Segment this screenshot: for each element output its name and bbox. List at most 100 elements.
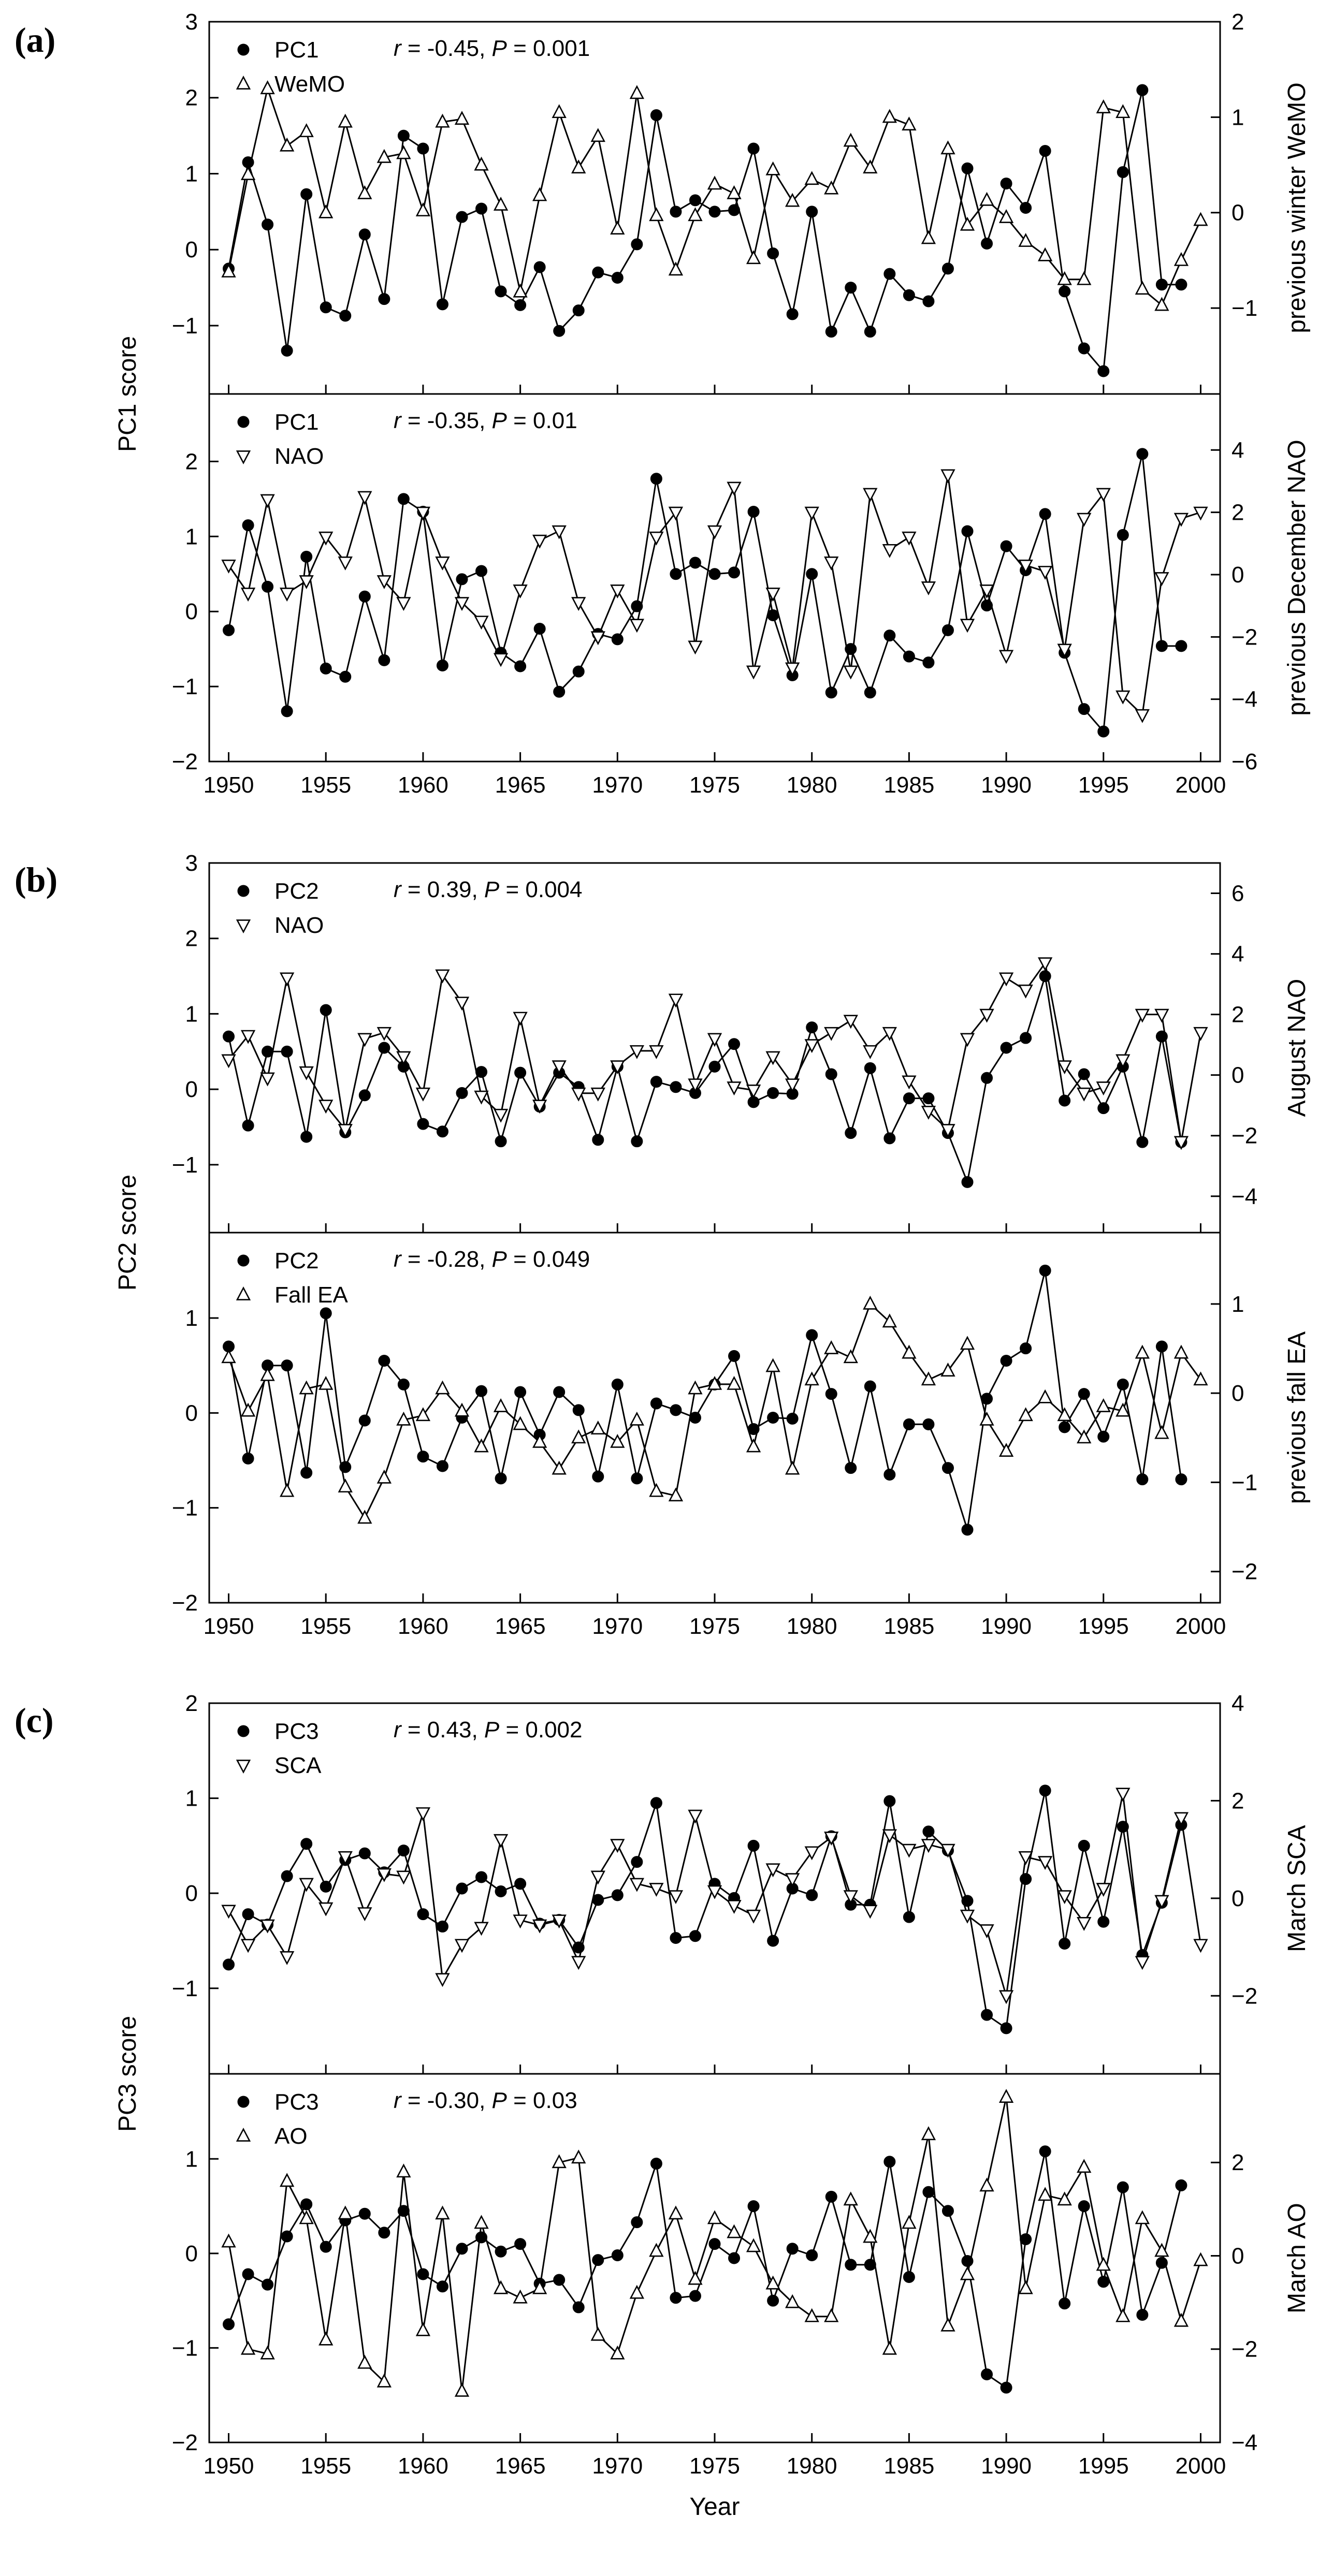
data-point (785, 1460, 800, 1475)
data-point (649, 1045, 664, 1059)
data-point (396, 1870, 411, 1885)
data-point (631, 1135, 643, 1148)
data-point (611, 2249, 624, 2262)
series-pc1 (223, 84, 1187, 377)
series-line (228, 1302, 1201, 1520)
data-point (1115, 1402, 1131, 1417)
data-point (825, 1388, 837, 1400)
data-point (1135, 281, 1150, 295)
series-nao (221, 957, 1208, 1150)
data-point (240, 1402, 256, 1417)
data-point (1155, 1340, 1168, 1353)
series-pc3 (223, 2145, 1187, 2394)
data-point (513, 283, 528, 298)
left-tick-label: 3 (185, 851, 198, 876)
data-point (1135, 1344, 1150, 1359)
data-point (1136, 448, 1149, 460)
series-fall-ea (221, 1295, 1208, 1524)
right-axis-title: previous fall EA (1283, 1331, 1311, 1504)
data-point (1097, 1915, 1110, 1928)
data-point (650, 109, 662, 121)
data-point (1115, 690, 1131, 705)
data-point (299, 1066, 314, 1080)
data-point (940, 469, 955, 484)
data-point (650, 2157, 662, 2170)
data-point (240, 166, 256, 180)
data-point (242, 1119, 254, 1132)
left-axis-title: PC3 score (114, 2016, 141, 2132)
data-point (378, 1355, 390, 1367)
series-wemo (221, 80, 1208, 311)
data-point (902, 116, 917, 131)
legend-marker (236, 2128, 251, 2142)
data-point (415, 2322, 431, 2336)
left-axis-title: PC2 score (114, 1175, 141, 1291)
data-point (1000, 1042, 1012, 1054)
data-point (727, 481, 742, 496)
data-point (221, 264, 236, 277)
data-point (629, 619, 644, 633)
data-point (668, 506, 684, 521)
data-point (281, 344, 293, 357)
data-point (495, 1472, 507, 1485)
data-point (1193, 212, 1208, 226)
x-tick-label: 1985 (883, 1614, 934, 1639)
data-point (961, 1524, 974, 1536)
data-point (1000, 540, 1012, 552)
right-tick-label: −4 (1231, 1184, 1257, 1209)
data-point (376, 1868, 392, 1882)
data-point (825, 326, 837, 338)
data-point (824, 1340, 839, 1354)
panel-6: −2 −1 0 1 −4 −2 0 2 1950 1955 1960 1965 1970 1975 1980… (172, 2073, 1311, 2521)
data-point (1136, 2309, 1149, 2321)
data-point (300, 188, 313, 200)
data-point (843, 133, 858, 147)
data-point (299, 575, 314, 590)
data-point (902, 2215, 917, 2229)
data-point (804, 1846, 819, 1861)
data-point (804, 506, 819, 521)
data-point (338, 1124, 353, 1138)
data-point (610, 1060, 625, 1075)
data-point (707, 525, 722, 539)
data-point (376, 575, 392, 590)
data-point (242, 1908, 254, 1921)
data-point (1155, 640, 1168, 652)
data-point (902, 531, 917, 546)
data-point (242, 519, 254, 532)
data-point (903, 289, 915, 301)
series-line (228, 85, 1201, 306)
right-tick-label: 0 (1231, 562, 1244, 588)
data-point (1077, 2159, 1092, 2173)
data-point (1059, 285, 1071, 298)
data-point (727, 185, 742, 199)
data-point (396, 2163, 411, 2178)
data-point (318, 2331, 334, 2346)
data-point (998, 2089, 1014, 2103)
x-tick-label: 1965 (495, 2453, 546, 2479)
data-point (806, 1889, 818, 1901)
data-point (1136, 84, 1149, 96)
data-point (1097, 1430, 1110, 1443)
data-point (493, 2280, 509, 2294)
data-point (552, 1060, 567, 1075)
data-point (998, 972, 1014, 987)
data-point (1155, 279, 1168, 291)
data-point (493, 653, 509, 667)
legend-marker (237, 885, 250, 897)
data-point (513, 1012, 528, 1026)
right-tick-label: −2 (1231, 1123, 1257, 1149)
x-tick-label: 1990 (981, 772, 1032, 798)
data-point (610, 1839, 625, 1853)
data-point (475, 202, 488, 215)
x-tick-label: 1970 (592, 1614, 643, 1639)
x-tick-label: 1950 (204, 2453, 254, 2479)
data-point (845, 2259, 857, 2271)
data-point (1173, 1344, 1189, 1359)
data-point (845, 282, 857, 294)
series-line (228, 1790, 1182, 2030)
data-point (668, 261, 684, 276)
data-point (1018, 2280, 1033, 2294)
data-point (1097, 725, 1110, 738)
data-point (998, 1990, 1014, 2004)
